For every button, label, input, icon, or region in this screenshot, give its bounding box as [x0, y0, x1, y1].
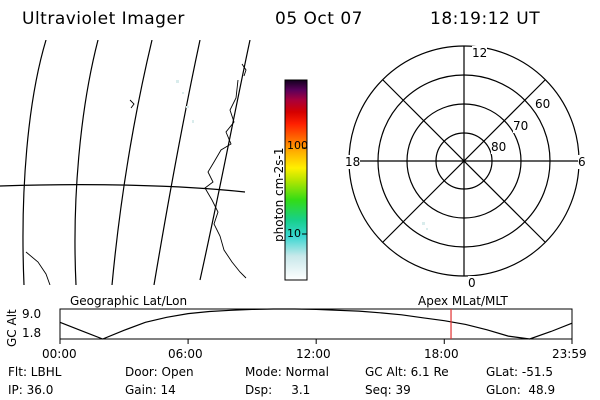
gc-alt-series-line: [59, 308, 573, 340]
longitude-line: [74, 40, 99, 285]
gc-alt-status: GC Alt: 6.1 Re: [365, 365, 449, 379]
seq-status: Seq: 39: [365, 383, 411, 397]
geographic-map: [0, 40, 251, 285]
dsp-status: Dsp: 3.1: [245, 383, 311, 397]
colorbar-gradient: [284, 79, 308, 281]
longitude-line: [22, 40, 47, 285]
colorbar-tick-10: 10: [287, 227, 301, 240]
x-tick-1200: 12:00: [296, 347, 331, 361]
colorbar-unit-label: photon cm-2s-1: [272, 147, 286, 243]
x-tick-0600: 06:00: [168, 347, 203, 361]
map-grid-lines: [0, 40, 251, 285]
date-label: 05 Oct 07: [275, 9, 363, 29]
polar-aurora-speckles: [422, 222, 428, 230]
geographic-latlon-label: Geographic Lat/Lon: [70, 294, 188, 308]
mode-status: Mode: Normal: [245, 365, 329, 379]
x-tick-2359: 23:59: [552, 347, 587, 361]
aurora-speckles: [176, 80, 194, 123]
y-tick-min: 1.8: [22, 326, 42, 340]
lat-label-60: 60: [535, 97, 551, 111]
y-tick-max: 9.0: [22, 307, 42, 321]
mlt-label-12: 12: [472, 46, 488, 60]
x-tick-0000: 00:00: [42, 347, 77, 361]
orbit-altitude-chart: [59, 308, 573, 344]
instrument-title: Ultraviolet Imager: [22, 9, 185, 29]
chart-frame: [59, 308, 573, 340]
polar-axis-diagonal: [382, 79, 546, 243]
polar-plot: [348, 45, 580, 277]
apex-mlat-mlt-label: Apex MLat/MLT: [418, 294, 508, 308]
gain-status: Gain: 14: [125, 383, 176, 397]
filter-status: Flt: LBHL: [8, 365, 62, 379]
colorbar: [284, 79, 308, 281]
mlt-label-0: 0: [468, 276, 476, 290]
lat-label-70: 70: [513, 119, 529, 133]
ip-status: IP: 36.0: [8, 383, 54, 397]
glon-status: GLon: 48.9: [486, 383, 556, 397]
mlt-label-6: 6: [578, 155, 586, 169]
x-tick-1800: 18:00: [424, 347, 459, 361]
colorbar-ticks: [302, 147, 307, 235]
latitude-line: [0, 184, 246, 193]
mlt-label-18: 18: [345, 155, 361, 169]
longitude-line: [153, 40, 201, 285]
coastline: [25, 63, 247, 285]
longitude-line: [199, 40, 251, 281]
door-status: Door: Open: [125, 365, 194, 379]
time-label: 18:19:12 UT: [430, 9, 541, 29]
glat-status: GLat: -51.5: [486, 365, 553, 379]
lat-label-80: 80: [491, 140, 507, 154]
colorbar-tick-100: 100: [287, 139, 308, 152]
longitude-line: [111, 40, 153, 285]
